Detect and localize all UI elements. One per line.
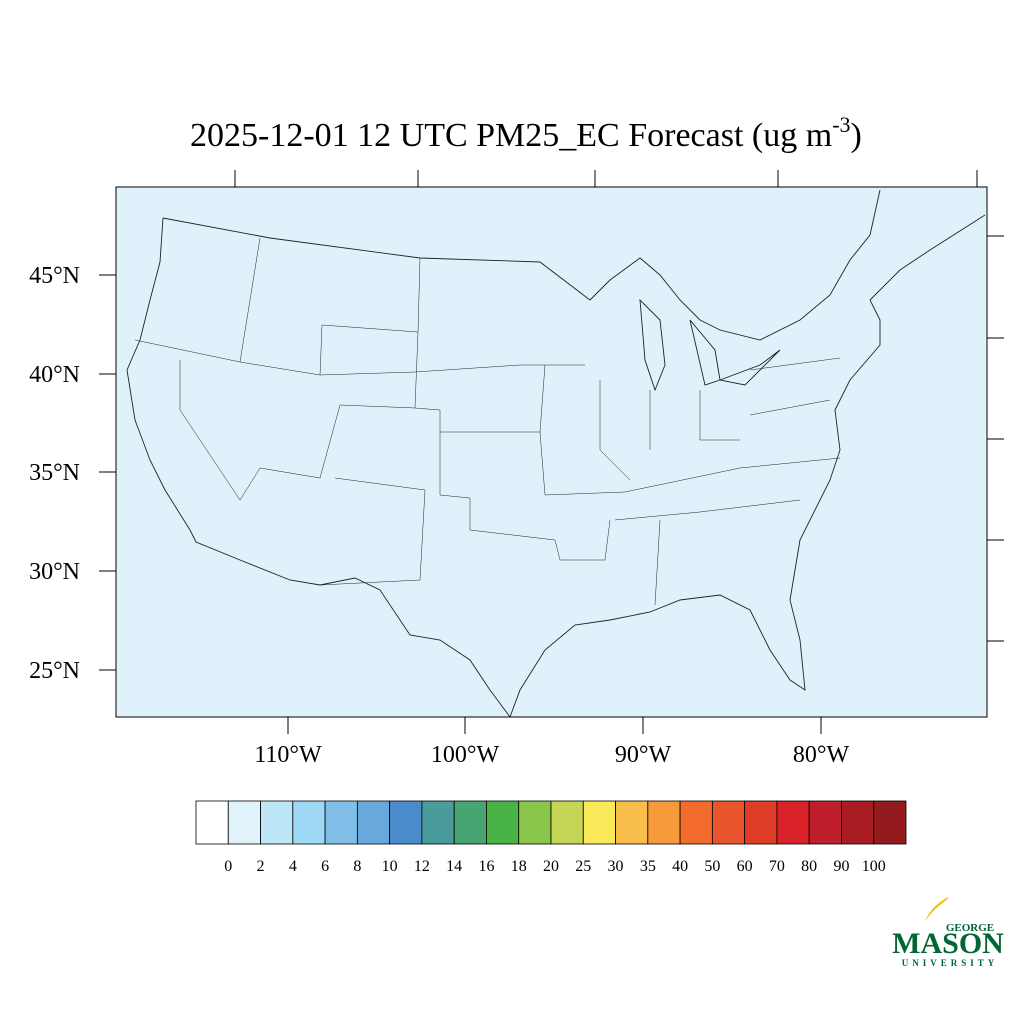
colorbar-label: 60: [737, 858, 753, 875]
colorbar-label: 100: [862, 858, 886, 875]
colorbar-box: [550, 800, 584, 845]
colorbar-box: [227, 800, 261, 845]
colorbar-label: 70: [769, 858, 785, 875]
lat-label: 45°N: [29, 263, 80, 289]
colorbar-label: 50: [704, 858, 720, 875]
colorbar-label: 8: [353, 858, 361, 875]
colorbar-label: 80: [801, 858, 817, 875]
colorbar-box: [195, 800, 229, 845]
lon-label: 100°W: [431, 742, 500, 768]
colorbar-box: [421, 800, 455, 845]
colorbar-box: [776, 800, 810, 845]
map-frame: [115, 186, 988, 718]
title-superscript: -3: [832, 112, 850, 137]
colorbar-box: [679, 800, 713, 845]
colorbar-box: [292, 800, 326, 845]
colorbar-label: 12: [414, 858, 430, 875]
colorbar-label: 25: [575, 858, 591, 875]
colorbar-box: [711, 800, 746, 845]
colorbar-box: [389, 800, 423, 845]
us-outline: [126, 214, 986, 718]
lat-label: 25°N: [29, 658, 80, 684]
lat-label: 35°N: [29, 460, 80, 486]
colorbar-box: [260, 800, 294, 845]
colorbar-label: 16: [478, 858, 494, 875]
state-lines: [134, 237, 841, 606]
lon-label: 80°W: [793, 742, 850, 768]
colorbar-box: [453, 800, 487, 845]
logo: GEORGE MASON UNIVERSITY: [892, 897, 1004, 968]
colorbar-box: [356, 800, 391, 845]
colorbar-label: 30: [608, 858, 624, 875]
title: 2025-12-01 12 UTC PM25_EC Forecast (ug m…: [190, 112, 862, 154]
lat-label: 30°N: [29, 559, 80, 585]
logo-bottom: UNIVERSITY: [902, 958, 999, 968]
colorbar-box: [324, 800, 358, 845]
colorbar-box: [615, 800, 649, 845]
colorbar-label: 35: [640, 858, 656, 875]
title-close: ): [851, 117, 862, 154]
colorbar-box: [808, 800, 842, 845]
colorbar-label: 18: [511, 858, 527, 875]
title-main: 2025-12-01 12 UTC PM25_EC Forecast (ug m: [190, 117, 832, 154]
lon-label: 90°W: [615, 742, 672, 768]
frame-ticks: [234, 170, 1004, 642]
lon-label: 110°W: [254, 742, 322, 768]
colorbar-box: [582, 800, 616, 845]
colorbar-box: [841, 800, 875, 845]
colorbar-box: [486, 800, 520, 845]
colorbar-label: 0: [224, 858, 232, 875]
colorbar-label: 4: [289, 858, 297, 875]
colorbar-label: 14: [446, 858, 462, 875]
colorbar-box: [518, 800, 552, 845]
great-lakes: [639, 298, 781, 392]
logo-swoosh: [925, 897, 949, 922]
lat-label: 40°N: [29, 362, 80, 388]
colorbar-box: [873, 800, 907, 845]
logo-main: MASON: [892, 927, 1004, 960]
map-area: [116, 187, 987, 717]
coastlines: [126, 189, 986, 718]
colorbar-label: 2: [257, 858, 265, 875]
colorbar-box: [647, 800, 681, 845]
colorbar-label: 90: [833, 858, 849, 875]
colorbar-label: 10: [382, 858, 398, 875]
colorbar-label: 40: [672, 858, 688, 875]
colorbar-label: 20: [543, 858, 559, 875]
northern-border: [162, 189, 881, 341]
colorbar-box: [744, 800, 778, 845]
logo-top: GEORGE: [946, 922, 994, 934]
colorbar-label: 6: [321, 858, 329, 875]
